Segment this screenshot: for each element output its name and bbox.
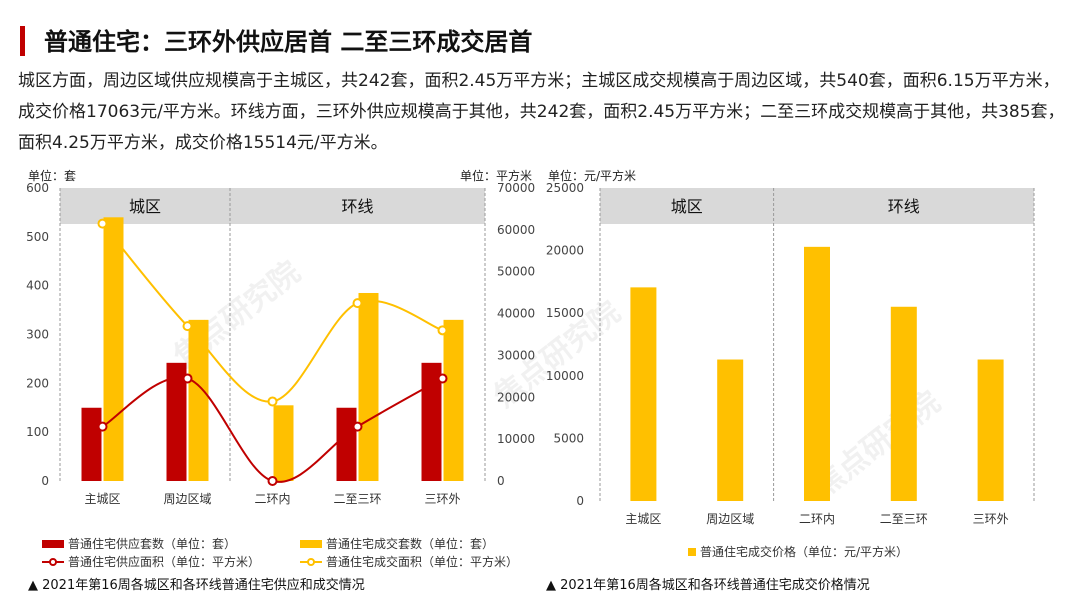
legend-label: 普通住宅供应面积（单位：平方米） xyxy=(68,555,261,569)
y-left-tick-label: 300 xyxy=(26,328,49,342)
y-left-tick-label: 600 xyxy=(26,181,49,195)
group-header-band xyxy=(600,188,1034,224)
legend-swatch xyxy=(300,539,322,548)
y-right-tick-label: 70000 xyxy=(497,181,535,195)
group-header-label: 环线 xyxy=(888,197,920,216)
series-point xyxy=(437,325,448,336)
bar xyxy=(336,407,357,481)
y-right-tick-label: 50000 xyxy=(497,265,535,279)
caption-price-chart: ▲ 2021年第16周各城区和各环线普通住宅成交价格情况 xyxy=(546,578,870,593)
legend-transaction-area: 普通住宅成交面积（单位：平方米） xyxy=(300,553,518,570)
legend-swatch xyxy=(300,557,322,567)
bar xyxy=(804,246,830,501)
series-point xyxy=(182,321,193,332)
x-tick-label: 主城区 xyxy=(84,492,120,506)
y-right-tick-label: 40000 xyxy=(497,307,535,321)
title-accent-bar xyxy=(20,26,25,56)
bar xyxy=(977,359,1004,501)
series-point xyxy=(267,396,278,407)
x-tick-label: 二环内 xyxy=(799,512,835,526)
y-left-tick-label: 500 xyxy=(26,230,49,244)
page-title: 普通住宅：三环外供应居首 二至三环成交居首 xyxy=(44,28,533,56)
bar xyxy=(717,359,744,501)
legend-price: 普通住宅成交价格（单位：元/平方米） xyxy=(688,543,908,560)
x-tick-label: 主城区 xyxy=(625,512,661,526)
series-point xyxy=(352,298,363,309)
bar xyxy=(81,407,102,481)
y-left-tick-label: 0 xyxy=(576,494,584,508)
bar xyxy=(890,306,917,501)
legend-swatch xyxy=(688,547,696,556)
series-point xyxy=(437,373,448,384)
legend-transaction-units: 普通住宅成交套数（单位：套） xyxy=(300,535,494,552)
summary-text: 城区方面，周边区域供应规模高于主城区，共242套，面积2.45万平方米；主城区成… xyxy=(18,71,1065,153)
y-left-tick-label: 100 xyxy=(26,425,49,439)
y-right-tick-label: 10000 xyxy=(497,432,535,446)
legend-supply-area: 普通住宅供应面积（单位：平方米） xyxy=(42,553,260,570)
caption-supply-chart: ▲ 2021年第16周各城区和各环线普通住宅供应和成交情况 xyxy=(28,578,365,593)
y-left-tick-label: 200 xyxy=(26,376,49,390)
bar xyxy=(421,362,442,481)
x-tick-label: 三环外 xyxy=(424,492,460,506)
group-header-label: 城区 xyxy=(129,197,161,216)
y-left-tick-label: 5000 xyxy=(553,431,584,445)
group-header-label: 城区 xyxy=(671,197,703,216)
legend-swatch xyxy=(42,557,64,567)
y-left-tick-label: 20000 xyxy=(546,244,584,258)
bar xyxy=(630,287,657,501)
y-right-tick-label: 60000 xyxy=(497,223,535,237)
x-tick-label: 三环外 xyxy=(973,512,1009,526)
x-tick-label: 二至三环 xyxy=(880,512,928,526)
y-right-tick-label: 30000 xyxy=(497,348,535,362)
group-header-label: 环线 xyxy=(341,197,373,216)
legend-label: 普通住宅成交价格（单位：元/平方米） xyxy=(700,545,909,559)
x-tick-label: 二环内 xyxy=(254,492,290,506)
x-tick-label: 周边区域 xyxy=(163,492,211,506)
group-header-band xyxy=(60,188,485,224)
legend-label: 普通住宅成交套数（单位：套） xyxy=(326,537,495,551)
left-axis-unit: 单位：套 xyxy=(28,169,77,183)
bar xyxy=(443,319,464,481)
y-right-tick-label: 20000 xyxy=(497,390,535,404)
series-point xyxy=(97,218,108,229)
y-left-tick-label: 10000 xyxy=(546,369,584,383)
bar xyxy=(273,405,294,481)
y-left-tick-label: 0 xyxy=(41,474,49,488)
legend-label: 普通住宅成交面积（单位：平方米） xyxy=(326,555,519,569)
y-left-tick-label: 400 xyxy=(26,279,49,293)
series-point xyxy=(97,421,108,432)
series-point xyxy=(352,421,363,432)
legend-label: 普通住宅供应套数（单位：套） xyxy=(68,537,237,551)
series-point xyxy=(267,476,278,486)
bar xyxy=(188,319,209,481)
x-tick-label: 周边区域 xyxy=(706,512,754,526)
price-axis-unit: 单位：元/平方米 xyxy=(548,169,637,183)
y-left-tick-label: 25000 xyxy=(546,181,584,195)
series-point xyxy=(182,373,193,384)
y-right-tick-label: 0 xyxy=(497,474,505,488)
bar xyxy=(358,292,379,481)
y-left-tick-label: 15000 xyxy=(546,306,584,320)
legend-swatch xyxy=(42,539,64,548)
right-axis-unit: 单位：平方米 xyxy=(460,169,533,183)
bar xyxy=(166,362,187,481)
x-tick-label: 二至三环 xyxy=(333,492,381,506)
legend-supply-units: 普通住宅供应套数（单位：套） xyxy=(42,535,236,552)
